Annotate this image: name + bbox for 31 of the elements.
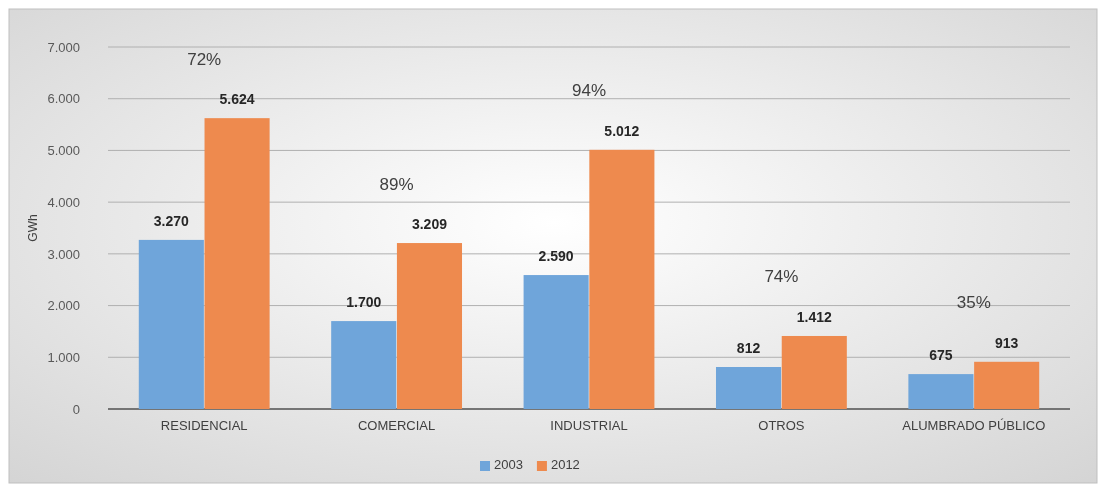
y-tick-label: 7.000 [47,39,80,55]
data-label: 5.012 [604,122,640,139]
data-label: 5.624 [219,91,255,108]
data-label: 812 [736,340,761,357]
data-label: 913 [994,334,1019,351]
y-tick-label: 4.000 [47,194,80,210]
x-tick-label: ALUMBRADO PÚBLICO [902,418,1046,434]
data-label: 3.270 [153,212,190,229]
x-tick-label: OTROS [758,418,805,434]
x-tick-label: INDUSTRIAL [550,418,628,434]
annotation: 35% [956,293,991,313]
legend-label: 2003 [494,457,523,473]
x-tick-label: RESIDENCIAL [160,418,248,434]
data-label: 1.700 [346,294,382,311]
y-tick-label: 2.000 [47,298,80,314]
annotation: 74% [764,267,799,287]
annotation: 72% [187,49,222,69]
y-tick-label: 1.000 [47,349,80,365]
data-label: 3.209 [411,216,448,233]
y-tick-label: 6.000 [47,91,80,107]
y-tick-label: 0 [72,401,80,417]
x-tick-label: COMERCIAL [357,418,436,434]
y-tick-label: 3.000 [47,246,80,262]
annotation: 94% [571,81,607,101]
annotation: 89% [379,174,414,194]
data-label: 1.412 [796,308,832,325]
data-label: 2.590 [538,248,574,265]
y-tick-label: 5.000 [47,143,80,159]
y-axis-title: GWh [26,214,40,242]
legend-label: 2012 [550,457,580,473]
data-label: 675 [929,347,953,364]
